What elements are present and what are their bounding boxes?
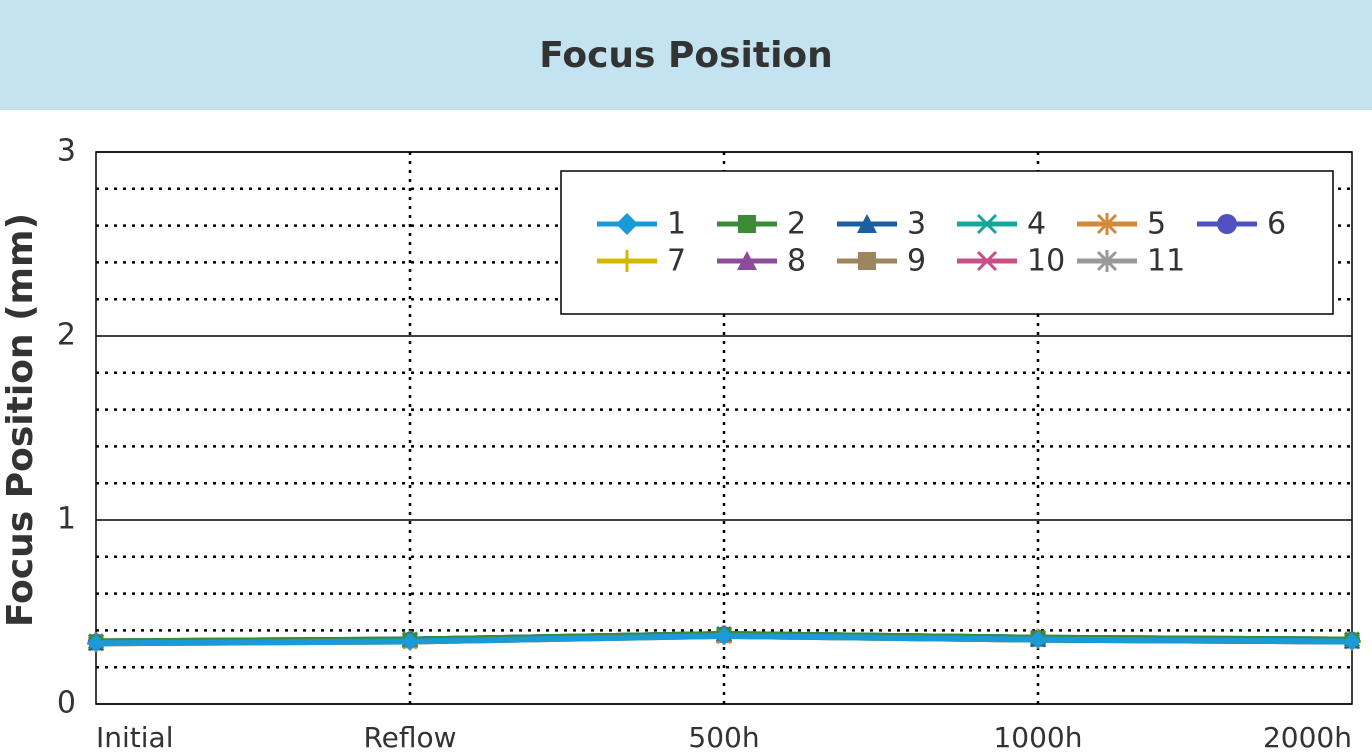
- marker-shape: [737, 251, 757, 270]
- legend-label: 10: [1027, 244, 1065, 279]
- marker-shape: [616, 213, 638, 235]
- legend-marker: [616, 213, 638, 235]
- legend-label: 2: [787, 207, 806, 242]
- marker-shape: [1029, 630, 1047, 649]
- marker-stroke: [976, 213, 998, 235]
- data-marker: [715, 626, 733, 645]
- legend-label: 9: [907, 244, 926, 279]
- legend-marker: [857, 214, 877, 233]
- chart-title: Focus Position: [539, 35, 833, 76]
- legend-label: 4: [1027, 207, 1046, 242]
- legend-marker: [1217, 214, 1237, 234]
- legend-label: 7: [667, 244, 686, 279]
- legend-label: 3: [907, 207, 926, 242]
- legend-marker: [976, 250, 998, 272]
- marker-shape: [1217, 214, 1237, 234]
- legend-marker: [616, 250, 638, 272]
- legend-label: 1: [667, 207, 686, 242]
- data-marker: [87, 634, 105, 653]
- legend-marker: [1096, 250, 1118, 272]
- marker-shape: [1343, 632, 1361, 651]
- marker-shape: [401, 632, 419, 651]
- y-tick-label: 1: [57, 502, 76, 537]
- marker-stroke: [976, 250, 998, 272]
- marker-shape: [715, 626, 733, 645]
- legend-label: 5: [1147, 207, 1166, 242]
- x-tick-label: Reflow: [363, 721, 456, 754]
- data-marker: [401, 632, 419, 651]
- legend-marker: [737, 251, 757, 270]
- legend-label: 6: [1267, 207, 1286, 242]
- legend-label: 11: [1147, 244, 1185, 279]
- x-tick-label: 2000h: [1263, 721, 1352, 754]
- marker-shape: [857, 214, 877, 233]
- legend-box: [560, 170, 1334, 315]
- legend-marker: [1096, 213, 1118, 235]
- legend-marker: [738, 215, 756, 233]
- x-tick-label: 500h: [688, 721, 759, 754]
- plot-frame: [95, 151, 1353, 705]
- marker-shape: [738, 215, 756, 233]
- marker-shape: [87, 634, 105, 653]
- y-tick-label: 0: [57, 686, 76, 721]
- marker-shape: [858, 252, 876, 270]
- x-tick-label: Initial: [96, 721, 173, 754]
- data-marker: [1343, 632, 1361, 651]
- data-marker: [1029, 630, 1047, 649]
- y-axis-label: Focus Position (mm): [0, 213, 41, 627]
- legend-marker: [858, 252, 876, 270]
- legend-label: 8: [787, 244, 806, 279]
- legend-marker: [976, 213, 998, 235]
- x-tick-label: 1000h: [993, 721, 1082, 754]
- y-tick-label: 3: [57, 134, 76, 169]
- header-band: [0, 0, 1372, 110]
- y-tick-label: 2: [57, 318, 76, 353]
